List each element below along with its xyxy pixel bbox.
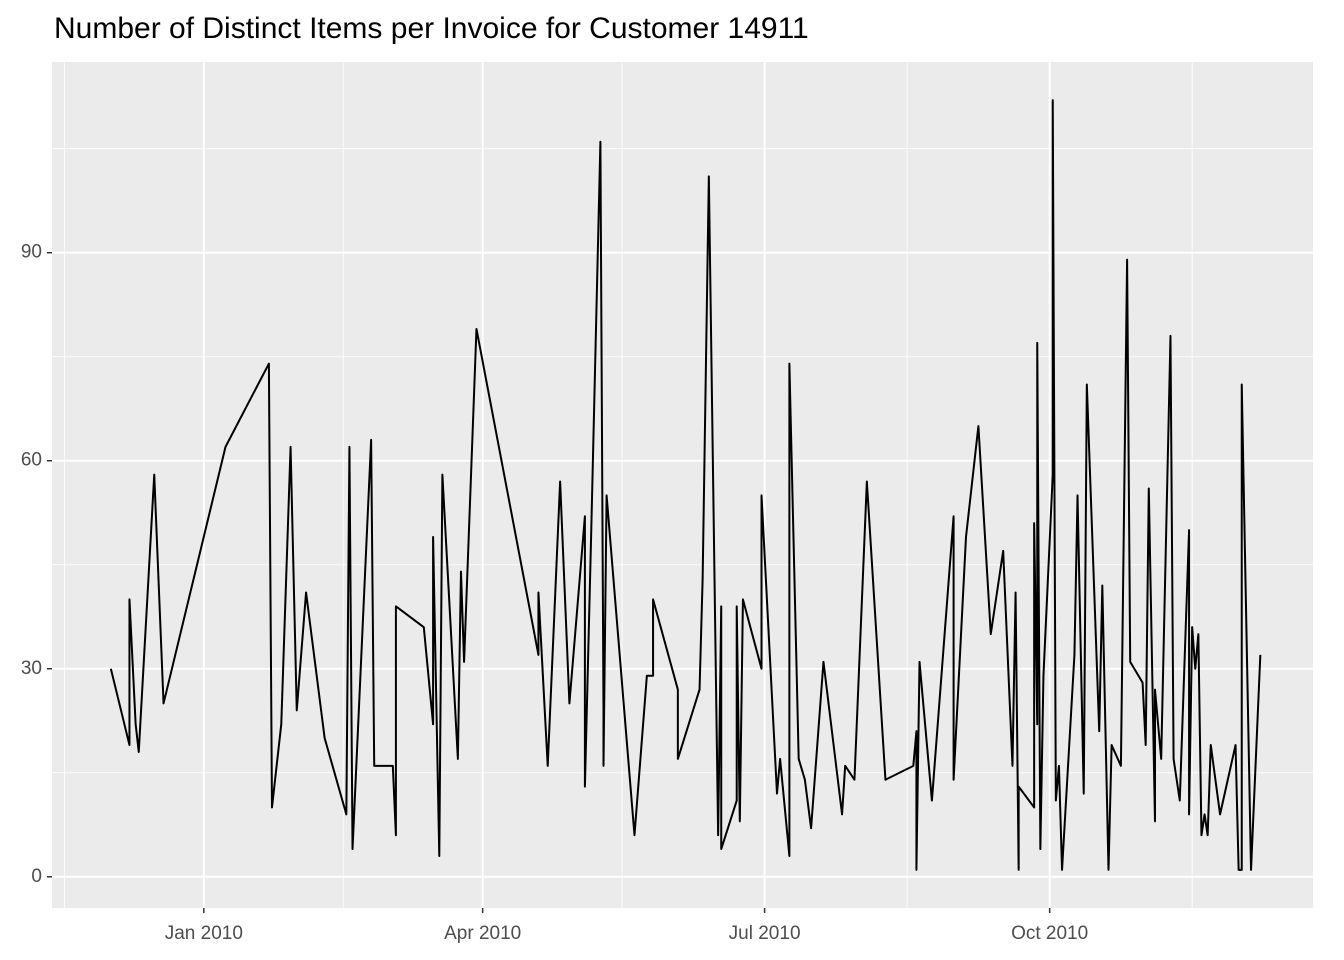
x-tick-label: Jan 2010: [165, 923, 243, 944]
chart-title: Number of Distinct Items per Invoice for…: [54, 12, 809, 45]
x-tick-label: Jul 2010: [729, 923, 801, 944]
y-tick-label: 0: [31, 866, 42, 887]
y-tick-label: 90: [21, 242, 42, 263]
x-tick-label: Oct 2010: [1011, 923, 1088, 944]
data-line: [109, 99, 1262, 871]
x-tick-label: Apr 2010: [444, 923, 521, 944]
panel: [52, 62, 1313, 908]
y-tick-label: 30: [21, 658, 42, 679]
y-tick-label: 60: [21, 450, 42, 471]
